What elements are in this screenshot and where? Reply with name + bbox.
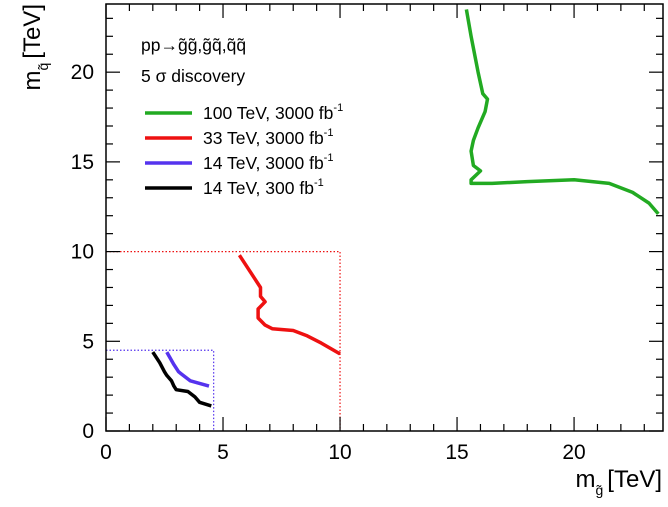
series-line-1 [237, 254, 341, 356]
series-lines [151, 9, 660, 408]
legend-label-1: 33 TeV, 3000 fb-1 [203, 127, 333, 148]
x-axis-label: mg̃ [TeV] [576, 466, 663, 498]
x-tick-label: 20 [562, 441, 585, 464]
legend-label-3: 14 TeV, 300 fb-1 [203, 177, 324, 198]
series-line-2 [165, 351, 210, 388]
y-axis-label: mq̃[TeV] [19, 4, 51, 91]
dotted-boundary-1 [106, 349, 215, 431]
series-line-3 [151, 351, 212, 408]
plot-frame [105, 3, 664, 432]
y-tick-label: 20 [71, 61, 94, 84]
y-tick-label: 5 [82, 330, 94, 353]
tick-labels: 0 5 10 15 20 0 5 10 15 20 [71, 61, 586, 464]
legend-label-2: 14 TeV, 3000 fb-1 [203, 152, 333, 173]
y-tick-label: 0 [82, 420, 94, 443]
process-annotation: pp→g̃g̃,g̃q̃,q̃q̃ [141, 35, 246, 55]
dotted-boundary-0 [106, 250, 341, 431]
legend: 100 TeV, 3000 fb-1 33 TeV, 3000 fb-1 14 Te… [145, 102, 343, 198]
y-tick-label: 10 [71, 241, 94, 264]
series-line-0 [464, 9, 660, 216]
x-tick-label: 5 [217, 441, 229, 464]
discovery-annotation: 5 σ discovery [141, 66, 245, 86]
x-tick-label: 10 [328, 441, 351, 464]
tick-marks [105, 4, 663, 432]
x-tick-label: 15 [445, 441, 468, 464]
x-tick-label: 0 [100, 441, 112, 464]
y-tick-label: 15 [71, 151, 94, 174]
dotted-boxes [106, 250, 341, 431]
legend-label-0: 100 TeV, 3000 fb-1 [203, 102, 343, 123]
